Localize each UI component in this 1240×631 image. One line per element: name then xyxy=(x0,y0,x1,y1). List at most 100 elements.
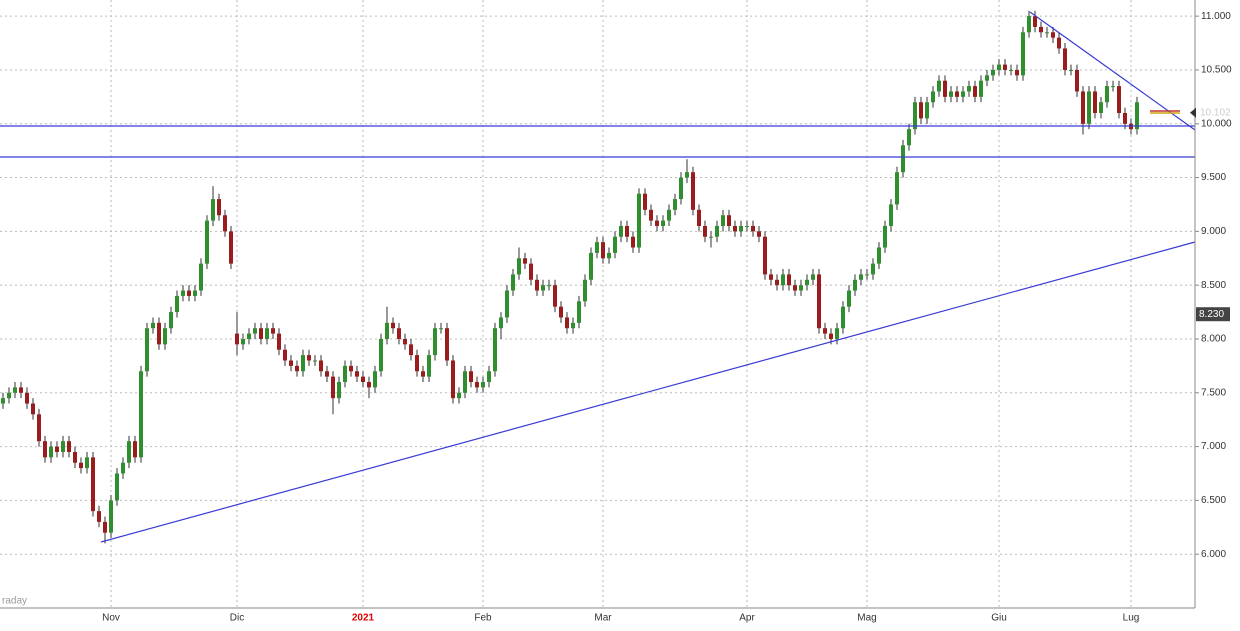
x-tick-label: Mar xyxy=(594,613,612,624)
candle-body xyxy=(625,225,629,237)
candle-body xyxy=(973,86,977,97)
candle-body xyxy=(1105,86,1109,103)
candle-body xyxy=(145,328,149,372)
candle-body xyxy=(901,145,905,173)
candle-body xyxy=(1003,64,1007,70)
candle-body xyxy=(61,441,65,452)
candle-body xyxy=(199,263,203,291)
candle-body xyxy=(91,457,95,512)
candle-body xyxy=(481,382,485,388)
candle-body xyxy=(577,301,581,323)
candle-body xyxy=(463,371,467,393)
candle-body xyxy=(451,360,455,399)
candle-body xyxy=(379,338,383,372)
candle-body xyxy=(1087,91,1091,124)
candle-body xyxy=(565,317,569,329)
candle-body xyxy=(739,225,743,232)
candle-body xyxy=(295,365,299,372)
candle-body xyxy=(403,338,407,345)
candle-body xyxy=(1069,69,1073,71)
candle-body xyxy=(589,252,593,280)
candle-body xyxy=(745,225,749,227)
candle-body xyxy=(955,91,959,97)
candle-body xyxy=(733,225,737,232)
candle-body xyxy=(817,274,821,329)
candle-body xyxy=(499,317,503,329)
candle-body xyxy=(517,258,521,275)
candle-body xyxy=(7,392,11,399)
candle-body xyxy=(1,398,5,404)
candle-body xyxy=(385,322,389,339)
grid xyxy=(0,0,1195,608)
candle-body xyxy=(505,290,509,318)
candle-body xyxy=(313,360,317,362)
candle-body xyxy=(247,333,251,339)
candle-body xyxy=(13,387,17,393)
candle-body xyxy=(613,236,617,253)
candle-body xyxy=(265,328,269,339)
candle-body xyxy=(1123,112,1127,124)
candle-body xyxy=(355,371,359,377)
x-tick-label: Giu xyxy=(991,613,1007,624)
candle-body xyxy=(151,322,155,329)
last-price-box xyxy=(1196,307,1230,322)
candle-body xyxy=(487,371,491,383)
candle-body xyxy=(559,306,563,318)
candle-body xyxy=(469,371,473,383)
candle-body xyxy=(1009,69,1013,71)
candle-body xyxy=(73,451,77,463)
candle-body xyxy=(169,312,173,329)
candle-body xyxy=(985,75,989,81)
candle-body xyxy=(553,285,557,307)
candle-body xyxy=(721,215,725,226)
candle-body xyxy=(271,328,275,334)
candle-body xyxy=(649,209,653,221)
candle-body xyxy=(943,80,947,97)
candle-body xyxy=(127,441,131,463)
candle-body xyxy=(259,328,263,339)
price-arrow xyxy=(1190,107,1196,118)
footer-text: raday xyxy=(2,596,27,607)
candle-body xyxy=(661,220,665,226)
candle-body xyxy=(1051,32,1055,38)
candle-body xyxy=(541,285,545,291)
candle-body xyxy=(805,279,809,286)
candle-body xyxy=(85,457,89,469)
candle-body xyxy=(157,322,161,345)
candle-body xyxy=(439,328,443,330)
candle-body xyxy=(655,220,659,226)
candle-body xyxy=(109,500,113,533)
y-tick-label: 8.500 xyxy=(1201,280,1226,291)
candle-body xyxy=(457,392,461,399)
candle-body xyxy=(43,441,47,458)
candle-body xyxy=(631,236,635,248)
candle-body xyxy=(991,69,995,76)
candle-body xyxy=(895,172,899,205)
candle-body xyxy=(751,225,755,232)
candle-body xyxy=(337,382,341,399)
candle-body xyxy=(103,521,107,533)
candle-body xyxy=(373,371,377,388)
candle-body xyxy=(907,129,911,146)
candle-body xyxy=(139,371,143,458)
candle-body xyxy=(445,328,449,361)
candle-body xyxy=(1117,86,1121,113)
candle-body xyxy=(211,199,215,221)
candle-body xyxy=(475,382,479,388)
y-tick-label: 7.500 xyxy=(1201,387,1226,398)
candle-body xyxy=(1099,102,1103,113)
candle-body xyxy=(919,102,923,119)
candle-body xyxy=(223,215,227,232)
candle-body xyxy=(865,274,869,276)
last-price-label: 8.230 xyxy=(1199,309,1224,320)
candle-body xyxy=(1015,69,1019,76)
candle-body xyxy=(79,462,83,469)
candle-body xyxy=(913,102,917,130)
candle-body xyxy=(193,290,197,296)
candle-body xyxy=(1135,102,1139,130)
x-tick-label: Dic xyxy=(230,613,244,624)
candle-body xyxy=(121,462,125,474)
candle-body xyxy=(1075,69,1079,92)
